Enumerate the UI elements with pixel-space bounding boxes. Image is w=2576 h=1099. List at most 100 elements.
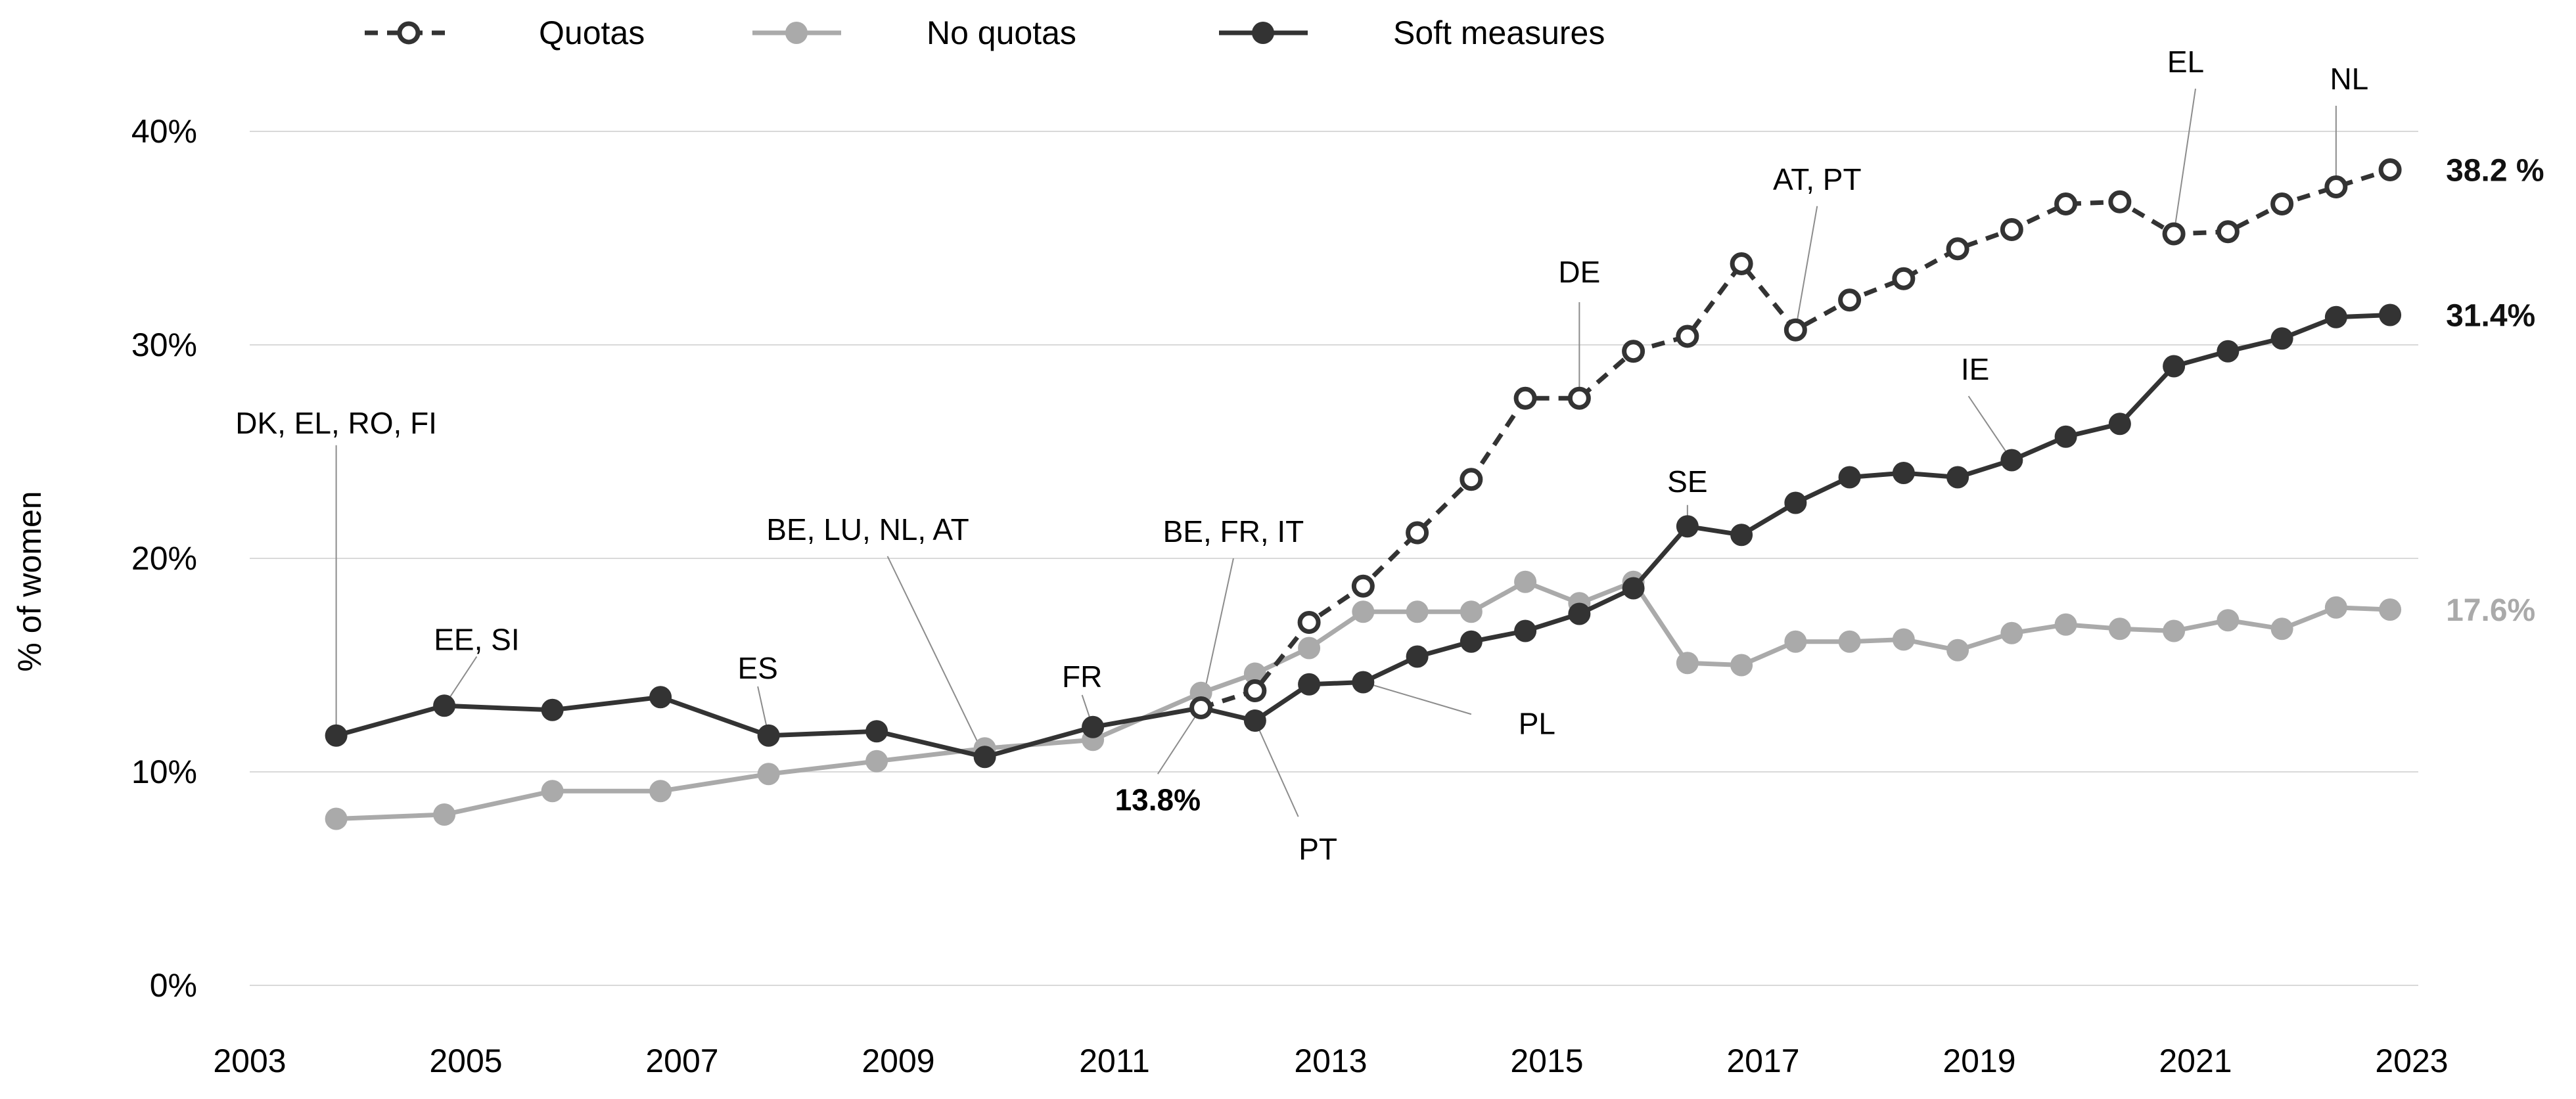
point-no-quotas-12 (1406, 600, 1429, 623)
point-no-quotas-24 (2054, 613, 2077, 636)
annotation-pt: PT (1299, 832, 1337, 866)
point-quotas-9 (1676, 325, 1699, 348)
point-soft-measures-14 (1514, 619, 1537, 642)
point-soft-measures-20 (1838, 466, 1861, 489)
point-quotas-21 (2324, 175, 2348, 198)
annotation-13-8: 13.8% (1115, 782, 1201, 817)
x-tick-label-2013: 2013 (1294, 1043, 1367, 1079)
x-axis-ticks: 2003 2005 2007 2009 2011 2013 2015 2017 2019 2021… (213, 1043, 2448, 1079)
point-soft-measures-13 (1460, 630, 1483, 653)
leader-line-be-lu-nl-at (886, 556, 986, 757)
point-quotas-7 (1567, 386, 1591, 410)
legend: Quotas No quotas Soft measures (365, 14, 1605, 51)
y-tick-label-20: 20% (131, 540, 197, 577)
point-soft-measures-30 (2379, 303, 2402, 326)
point-soft-measures-23 (2000, 449, 2023, 472)
point-soft-measures-16 (1622, 577, 1645, 600)
series-soft-measures (325, 303, 2402, 769)
point-quotas-3 (1351, 574, 1375, 598)
point-soft-measures-11 (1352, 671, 1375, 694)
annotation-ie: IE (1961, 352, 1989, 386)
point-no-quotas-27 (2217, 609, 2240, 632)
point-no-quotas-14 (1514, 570, 1537, 593)
point-no-quotas-22 (1946, 639, 1969, 662)
leader-line-el (2173, 88, 2196, 235)
annotation-dk-el-ro-fi: DK, EL, RO, FI (235, 406, 437, 440)
leader-line-ie (1967, 395, 2013, 461)
annotation-el: EL (2167, 45, 2204, 79)
annotation-se: SE (1667, 464, 1707, 499)
x-tick-label-2007: 2007 (645, 1043, 718, 1079)
point-no-quotas-17 (1676, 652, 1699, 675)
annotation-leader-lines (335, 88, 2337, 817)
point-soft-measures-24 (2054, 425, 2077, 448)
point-soft-measures-17 (1676, 515, 1699, 538)
point-soft-measures-27 (2217, 340, 2240, 363)
point-soft-measures-10 (1298, 673, 1321, 696)
legend-marker-soft-measures (1252, 22, 1274, 44)
series-line-quotas (1200, 168, 2391, 710)
point-soft-measures-21 (1892, 462, 1915, 484)
point-soft-measures-9 (1243, 709, 1266, 732)
x-tick-label-2021: 2021 (2159, 1043, 2232, 1079)
x-tick-label-2005: 2005 (429, 1043, 502, 1079)
leader-line-pt (1254, 720, 1299, 817)
point-quotas-14 (1946, 237, 1969, 261)
annotation-pl: PL (1519, 706, 1555, 740)
point-soft-measures-4 (757, 724, 780, 747)
point-no-quotas-20 (1838, 630, 1861, 653)
annotation-fr: FR (1062, 660, 1102, 694)
point-no-quotas-21 (1892, 628, 1915, 651)
x-tick-label-2019: 2019 (1943, 1043, 2015, 1079)
end-label-no-quotas: 17.6% (2446, 593, 2535, 628)
end-label-soft-measures: 31.4% (2446, 299, 2535, 334)
point-soft-measures-22 (1946, 466, 1969, 489)
point-no-quotas-4 (757, 763, 780, 786)
y-tick-label-40: 40% (131, 113, 197, 150)
point-soft-measures-26 (2163, 355, 2186, 378)
series-quotas (1189, 158, 2402, 719)
point-no-quotas-13 (1460, 600, 1483, 623)
point-quotas-20 (2270, 192, 2294, 215)
y-tick-label-30: 30% (131, 326, 197, 363)
point-soft-measures-19 (1784, 491, 1807, 514)
point-soft-measures-1 (433, 694, 456, 717)
point-quotas-1 (1243, 679, 1267, 702)
end-labels: 38.2 % 17.6% 31.4% (2446, 154, 2544, 629)
point-no-quotas-10 (1298, 637, 1321, 660)
annotation-de: DE (1558, 255, 1600, 289)
point-no-quotas-18 (1730, 654, 1753, 677)
point-soft-measures-3 (649, 686, 672, 709)
point-soft-measures-5 (865, 720, 888, 743)
point-quotas-6 (1513, 386, 1537, 410)
point-no-quotas-1 (433, 803, 456, 826)
y-axis-ticks: 0% 10% 20% 30% 40% (131, 113, 197, 1004)
point-soft-measures-7 (1082, 715, 1105, 738)
annotation-be-fr-it: BE, FR, IT (1163, 514, 1304, 549)
legend-marker-quotas (397, 21, 421, 45)
annotation-es: ES (737, 651, 777, 685)
point-quotas-12 (1838, 288, 1862, 312)
point-quotas-13 (1892, 267, 1916, 290)
point-quotas-10 (1730, 252, 1753, 275)
y-axis-label: % of women (11, 491, 48, 671)
point-soft-measures-18 (1730, 524, 1753, 547)
legend-label-quotas: Quotas (539, 14, 645, 51)
point-no-quotas-25 (2108, 617, 2131, 640)
point-quotas-5 (1460, 468, 1483, 491)
point-quotas-18 (2162, 222, 2186, 246)
legend-marker-no-quotas (785, 22, 808, 44)
point-quotas-19 (2216, 220, 2240, 244)
point-no-quotas-3 (649, 780, 672, 803)
point-soft-measures-15 (1568, 602, 1591, 625)
point-soft-measures-29 (2324, 305, 2347, 328)
point-no-quotas-29 (2324, 596, 2347, 619)
annotation-at-pt: AT, PT (1773, 162, 1862, 196)
legend-label-no-quotas: No quotas (927, 14, 1076, 51)
point-no-quotas-30 (2379, 598, 2402, 621)
end-label-quotas: 38.2 % (2446, 154, 2544, 189)
gridlines (250, 131, 2418, 986)
series-group (325, 158, 2402, 830)
annotations: DK, EL, RO, FI EE, SI ES BE, LU, NL, AT FR BE… (235, 45, 2368, 866)
